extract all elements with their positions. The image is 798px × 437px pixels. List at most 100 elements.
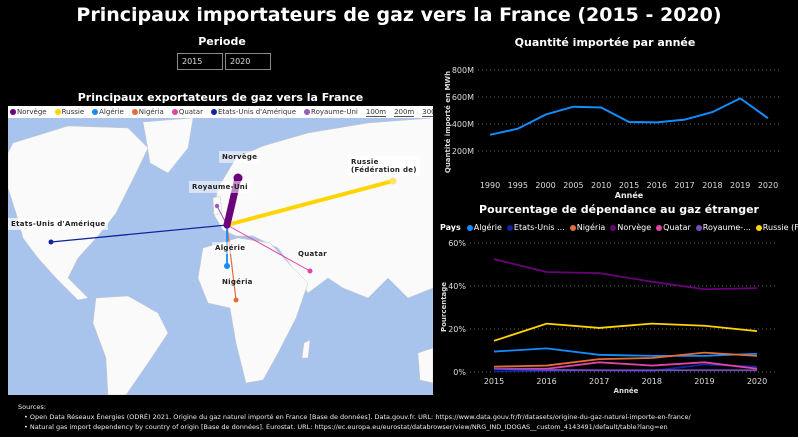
sources-heading: Sources: [18, 403, 46, 411]
y-tick-label: 800M [452, 66, 474, 75]
x-tick-label: 2019 [730, 181, 750, 190]
flow-line-etats-unis[interactable] [50, 224, 228, 243]
legend-label: Russie (Fé... [762, 223, 798, 232]
point-nigeria[interactable] [233, 297, 239, 303]
flow-line-nigeria[interactable] [226, 224, 237, 301]
legend-item[interactable]: Quatar [171, 108, 203, 116]
x-axis-label: Année [615, 190, 644, 200]
period-end-input[interactable]: 2020 [225, 53, 271, 70]
x-tick-label: 2018 [642, 377, 662, 386]
x-tick-label: 1990 [480, 181, 500, 190]
scale-label: 300m [422, 108, 433, 117]
legend-dot-icon [10, 109, 16, 115]
y-tick-label: 20% [448, 325, 466, 334]
legend-dot-icon [54, 109, 61, 115]
legend-title: Pays [440, 223, 461, 232]
legend-dot-icon [755, 224, 762, 231]
x-tick-label: 2019 [694, 377, 714, 386]
legend-item[interactable]: Norvège [10, 108, 47, 116]
legend-item[interactable]: Nigéria [569, 223, 605, 232]
series-line-nigéria [493, 351, 758, 368]
x-tick-label: 2018 [702, 181, 722, 190]
periode-label: Periode [198, 35, 246, 48]
dependency-chart-title: Pourcentage de dépendance au gaz étrange… [479, 203, 759, 216]
legend-label: Quatar [178, 108, 203, 116]
legend-label: Etats-Unis ... [513, 223, 565, 232]
point-france [223, 221, 231, 229]
map-legend: Norvège Russie Algérie Nigéria Quatar Et… [8, 106, 433, 118]
period-start-input[interactable]: 2015 [177, 53, 223, 70]
legend-item[interactable]: Algérie [92, 108, 124, 116]
map-label-norvege: Norvège [219, 151, 261, 163]
import-quantity-chart[interactable]: 200M 400M 600M 800M 1990 1995 2000 2005 2010 2015… [430, 60, 798, 203]
y-axis-label: Quantité importé en MWh [444, 71, 452, 173]
point-norvege[interactable] [233, 173, 243, 183]
legend-label: Etats-Unis d'Amérique [217, 108, 297, 116]
dependency-chart[interactable]: 0% 20% 40% 60% 2015 2016 2017 2018 2019 2020 Pour… [430, 235, 798, 397]
map-label-algerie: Algérie [212, 242, 249, 254]
map-label-royaume-uni: Royaume-Uni [189, 181, 251, 193]
series-line-import [489, 97, 769, 136]
scale-label: 200m [394, 107, 415, 117]
point-quatar[interactable] [307, 268, 313, 274]
source-item[interactable]: • Open Data Réseaux Énergies (ODRÉ) 2021… [24, 413, 691, 421]
legend-item[interactable]: Royaume-... [695, 223, 751, 232]
point-russie[interactable] [389, 177, 397, 185]
y-tick-label: 60% [448, 239, 466, 248]
legend-item[interactable]: Etats-Unis ... [506, 223, 565, 232]
map-title: Principaux exportateurs de gaz vers la F… [77, 91, 364, 104]
sources: Sources: • Open Data Réseaux Énergies (O… [18, 402, 691, 432]
x-axis-label: Année [614, 387, 639, 395]
flow-line-quatar[interactable] [226, 224, 311, 272]
africa [197, 237, 309, 384]
source-item[interactable]: • Natural gas import dependency by count… [24, 423, 668, 431]
legend-item[interactable]: Quatar [656, 223, 691, 232]
map-label-etats-unis: Etats-Unis d'Amérique [8, 218, 109, 230]
flow-line-russie[interactable] [225, 179, 395, 227]
greenland [142, 118, 194, 174]
legend-item[interactable]: Russie [54, 108, 84, 116]
x-tick-label: 2016 [536, 377, 556, 386]
map-label-quatar: Quatar [298, 250, 327, 258]
x-tick-label: 1995 [508, 181, 528, 190]
legend-label: Quatar [663, 223, 691, 232]
legend-dot-icon [506, 224, 513, 231]
north-america [8, 125, 149, 301]
y-tick-label: 40% [448, 282, 466, 291]
scale-label: 100m [365, 107, 387, 117]
point-royaume-uni[interactable] [214, 203, 220, 209]
legend-item[interactable]: Norvège [610, 223, 651, 232]
y-tick-label: 600M [452, 93, 474, 102]
legend-item[interactable]: Royaume-Uni [304, 108, 358, 116]
series-line-algérie [493, 347, 758, 357]
x-tick-label: 2016 [647, 181, 667, 190]
x-tick-label: 2015 [484, 377, 504, 386]
legend-item[interactable]: Russie (Fé... [755, 223, 798, 232]
y-tick-label: 0% [453, 368, 466, 377]
legend-item[interactable]: Etats-Unis d'Amérique [210, 108, 297, 116]
dependency-legend: Pays Algérie Etats-Unis ... Nigéria Norvège… [440, 223, 798, 232]
madagascar [301, 339, 311, 359]
size-scale: 100m 200m 300m [365, 107, 433, 117]
legend-item[interactable]: Algérie [466, 223, 502, 232]
legend-dot-icon [210, 109, 217, 115]
legend-dot-icon [610, 224, 617, 231]
x-tick-label: 2017 [674, 181, 694, 190]
map-label-russie: Russie (Fédération de) [348, 156, 420, 176]
legend-item[interactable]: Nigéria [131, 108, 164, 116]
series-line-norvège [493, 258, 758, 291]
map-label-nigeria: Nigéria [222, 278, 253, 286]
legend-label: Norvège [17, 108, 47, 116]
series-line-russie-fé [493, 322, 758, 342]
legend-dot-icon [92, 109, 99, 115]
legend-label: Norvège [617, 223, 652, 232]
x-tick-label: 2020 [758, 181, 778, 190]
x-tick-label: 2005 [563, 181, 583, 190]
point-algerie[interactable] [224, 263, 230, 269]
point-etats-unis[interactable] [48, 239, 54, 245]
series-line-royaume [493, 367, 757, 372]
flow-map[interactable]: Norvège Russie (Fédération de) Royaume-U… [8, 118, 433, 395]
map-canvas [8, 118, 433, 395]
x-tick-label: 2000 [535, 181, 555, 190]
y-tick-label: 200M [452, 147, 474, 156]
